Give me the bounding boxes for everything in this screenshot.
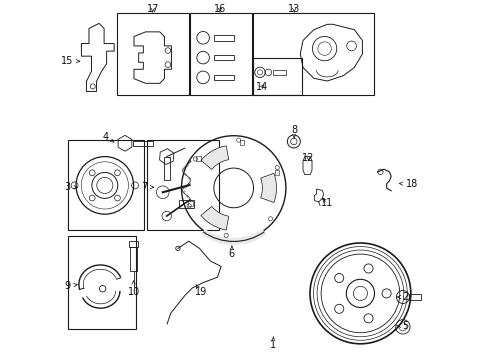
Polygon shape (260, 173, 276, 203)
Bar (190, 13, 251, 95)
Bar (213, 75, 233, 80)
Bar (68, 236, 136, 329)
Text: 17: 17 (146, 4, 159, 14)
Text: 14: 14 (255, 82, 267, 92)
Text: 16: 16 (213, 4, 225, 14)
Text: 3: 3 (64, 182, 77, 192)
Bar (213, 55, 233, 60)
Polygon shape (201, 206, 228, 230)
Text: 10: 10 (127, 281, 140, 297)
Text: 1: 1 (270, 337, 276, 350)
Text: 2: 2 (396, 292, 408, 302)
Bar (130, 247, 137, 271)
Bar (163, 157, 169, 180)
Text: 4: 4 (102, 132, 114, 142)
Bar (253, 13, 373, 95)
Bar (147, 140, 219, 230)
Bar (117, 13, 188, 95)
Text: 19: 19 (194, 284, 206, 297)
Text: 6: 6 (228, 246, 234, 259)
Text: 18: 18 (399, 179, 417, 189)
Bar (178, 200, 194, 208)
Bar (272, 70, 285, 75)
Bar (196, 156, 200, 161)
Text: 8: 8 (290, 125, 297, 138)
Text: 9: 9 (64, 281, 77, 291)
Bar (188, 201, 192, 206)
Bar (253, 58, 302, 95)
Text: 15: 15 (61, 56, 80, 66)
Text: 12: 12 (302, 153, 314, 163)
Bar (129, 241, 138, 247)
Bar (274, 170, 278, 175)
Polygon shape (201, 146, 228, 170)
Text: 5: 5 (396, 321, 408, 331)
Text: 11: 11 (321, 198, 333, 208)
Bar (213, 35, 233, 40)
Bar (133, 141, 152, 146)
Bar (408, 294, 420, 300)
Text: 13: 13 (287, 4, 300, 14)
Bar (239, 140, 243, 145)
Text: 7: 7 (141, 182, 153, 192)
Bar (68, 140, 143, 230)
